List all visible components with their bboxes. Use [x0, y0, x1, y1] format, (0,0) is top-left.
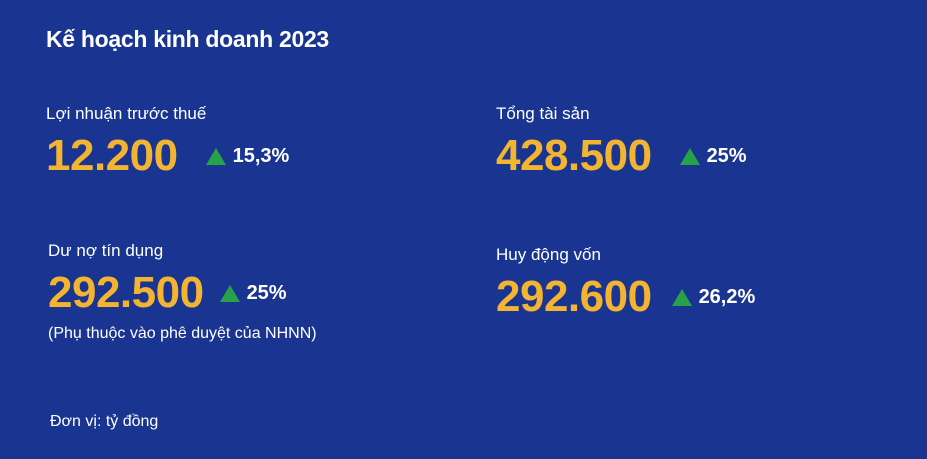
triangle-up-icon: [219, 284, 240, 302]
metric-change: 25%: [219, 281, 287, 305]
metric-label: Tổng tài sản: [496, 104, 590, 123]
metric-change-percent: 25%: [246, 281, 287, 304]
metric-change-percent: 26,2%: [698, 285, 756, 308]
metric-change-percent: 25%: [706, 144, 747, 167]
metric-change-percent: 15,3%: [232, 144, 290, 167]
metric-value: 292.600: [496, 272, 652, 321]
metric-profit-before-tax: Lợi nhuận trước thuế 12.200 15,3%: [46, 104, 289, 178]
metric-capital-mobilization: Huy động vốn 292.600 26,2%: [496, 245, 755, 319]
metric-total-assets: Tổng tài sản 428.500 25%: [496, 104, 747, 178]
metric-value: 12.200: [46, 131, 178, 180]
triangle-up-icon: [679, 147, 700, 165]
metric-change: 26,2%: [671, 285, 756, 309]
metric-note: (Phụ thuộc vào phê duyệt của NHNN): [48, 325, 317, 342]
triangle-up-icon: [205, 147, 226, 165]
metric-change: 25%: [679, 144, 747, 168]
metric-label: Lợi nhuận trước thuế: [46, 104, 207, 123]
metric-label: Huy động vốn: [496, 245, 601, 264]
triangle-up-icon: [671, 288, 692, 306]
metric-label: Dư nợ tín dụng: [48, 241, 164, 260]
metric-credit-balance: Dư nợ tín dụng 292.500 25% (Phụ thuộc và…: [48, 241, 317, 343]
metric-change: 15,3%: [205, 144, 290, 168]
page-title: Kế hoạch kinh doanh 2023: [46, 26, 329, 52]
metric-value: 292.500: [48, 268, 204, 317]
metric-value: 428.500: [496, 131, 652, 180]
unit-note: Đơn vị: tỷ đồng: [50, 413, 159, 430]
